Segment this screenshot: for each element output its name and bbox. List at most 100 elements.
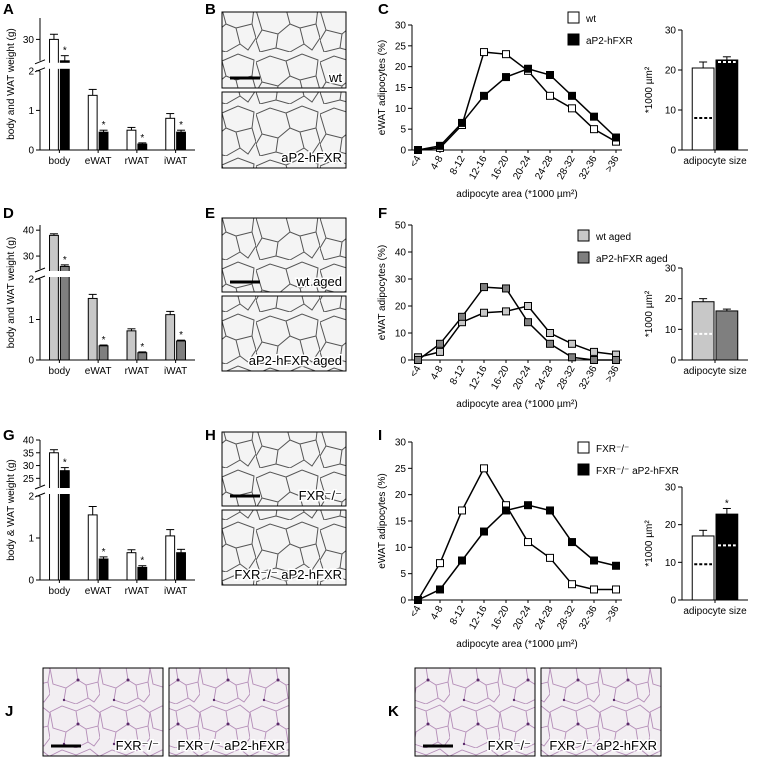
legend-label: FXR⁻/⁻ aP2-hFXR	[596, 466, 679, 477]
legend-label: wt	[585, 14, 596, 25]
marker	[480, 283, 488, 292]
y-tick-label: 20	[395, 490, 407, 501]
marker	[590, 347, 598, 356]
y-tick-label: 1	[28, 534, 34, 545]
legend-label: aP2-hFXR	[586, 36, 633, 47]
x-axis-label: adipocyte area (*1000 µm²)	[456, 399, 577, 410]
y-axis-label: body and WAT weight (g)	[6, 237, 17, 349]
y-axis-label: *1000 µm²	[644, 520, 655, 567]
y-tick-label: 15	[395, 83, 407, 94]
significance: *	[63, 46, 67, 57]
x-tick-label: 32-36	[577, 604, 600, 632]
y-tick-label: 0	[28, 356, 34, 367]
marker	[502, 284, 510, 293]
y-axis-label: eWAT adipocytes (%)	[377, 473, 388, 568]
micrograph	[221, 11, 347, 89]
bar	[49, 234, 59, 361]
bar	[59, 265, 70, 361]
panel-label: I	[378, 427, 382, 444]
marker	[590, 112, 598, 121]
bar	[691, 535, 715, 601]
x-tick-label: adipocyte size	[683, 366, 747, 377]
x-tick-label: <4	[408, 604, 423, 620]
bar	[691, 301, 715, 361]
significance: *	[102, 547, 106, 558]
x-tick-label: 28-32	[555, 154, 578, 182]
marker	[568, 91, 576, 100]
y-tick-label: 0	[670, 146, 676, 157]
panel-label: G	[3, 427, 15, 444]
marker	[568, 538, 576, 547]
significance: *	[102, 120, 106, 131]
line	[417, 466, 616, 601]
marker	[436, 347, 444, 356]
y-tick-label: 20	[395, 62, 407, 73]
marker	[502, 50, 510, 59]
break-mark	[34, 275, 46, 281]
break-mark	[34, 492, 46, 498]
y-tick-label: 10	[665, 106, 677, 117]
x-tick-label: 20-24	[511, 604, 534, 632]
x-tick-label: body	[49, 586, 71, 597]
marker	[458, 556, 466, 565]
x-tick-label: 16-20	[489, 364, 512, 392]
marker	[546, 339, 554, 348]
panel-label: D	[3, 205, 14, 222]
image-caption: FXR⁻/⁻	[299, 488, 342, 503]
bar	[126, 330, 137, 361]
bar	[137, 566, 148, 581]
y-tick-label: 30	[665, 483, 677, 494]
x-tick-label: <4	[408, 364, 423, 380]
marker	[436, 339, 444, 348]
micrograph	[414, 667, 536, 757]
micrograph	[42, 667, 164, 757]
y-tick-label: 10	[395, 104, 407, 115]
legend-swatch	[567, 11, 580, 24]
y-tick-label: 50	[395, 221, 407, 232]
x-tick-label: iWAT	[164, 366, 187, 377]
x-tick-label: >36	[604, 604, 622, 625]
marker	[414, 146, 422, 154]
axis-break	[37, 61, 43, 70]
bar	[165, 535, 176, 581]
y-tick-label: 40	[23, 226, 35, 237]
significance: *	[725, 498, 729, 509]
marker	[458, 506, 466, 515]
y-tick-label: 5	[400, 569, 406, 580]
y-tick-label: 25	[395, 41, 407, 52]
marker	[436, 585, 444, 594]
significance: *	[140, 342, 144, 353]
y-tick-label: 15	[395, 517, 407, 528]
bar	[87, 297, 98, 361]
x-tick-label: 24-28	[533, 364, 556, 392]
marker	[502, 73, 510, 82]
x-tick-label: rWAT	[125, 156, 149, 167]
bar	[176, 552, 186, 581]
micrograph	[540, 667, 662, 757]
axis-break	[58, 62, 72, 69]
x-tick-label: rWAT	[125, 586, 149, 597]
marker	[458, 312, 466, 321]
bar	[59, 470, 70, 581]
marker	[480, 527, 488, 536]
marker	[480, 91, 488, 100]
x-tick-label: 12-16	[467, 154, 490, 182]
legend-swatch	[577, 251, 590, 264]
y-tick-label: 20	[665, 520, 677, 531]
x-tick-label: adipocyte size	[683, 156, 747, 167]
x-tick-label: eWAT	[85, 586, 112, 597]
bar	[87, 94, 98, 151]
x-tick-label: >36	[604, 154, 622, 175]
image-caption: wt	[328, 70, 342, 85]
bar	[176, 131, 186, 151]
marker	[568, 339, 576, 348]
x-tick-label: >36	[604, 364, 622, 385]
line	[417, 504, 617, 601]
x-tick-label: 12-16	[467, 364, 490, 392]
micrograph	[168, 667, 290, 757]
axis-break	[37, 487, 43, 495]
x-axis-label: adipocyte area (*1000 µm²)	[456, 189, 577, 200]
y-tick-label: 5	[400, 125, 406, 136]
legend-swatch	[577, 463, 590, 476]
y-tick-label: 0	[400, 146, 406, 157]
